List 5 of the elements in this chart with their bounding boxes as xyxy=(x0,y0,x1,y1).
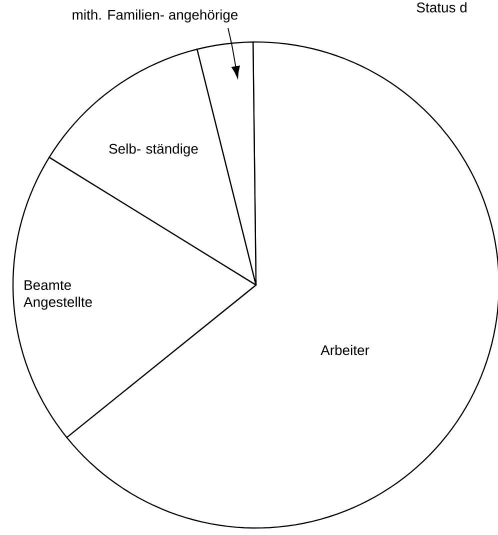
slice-label: Selb- ständige xyxy=(109,143,198,156)
slice-label: mith. Familien- angehörige xyxy=(72,9,238,22)
slice-label: Arbeiter xyxy=(320,344,370,356)
chart-title: Status d xyxy=(416,2,466,12)
slice-label: Beamte Angestellte xyxy=(24,280,92,310)
